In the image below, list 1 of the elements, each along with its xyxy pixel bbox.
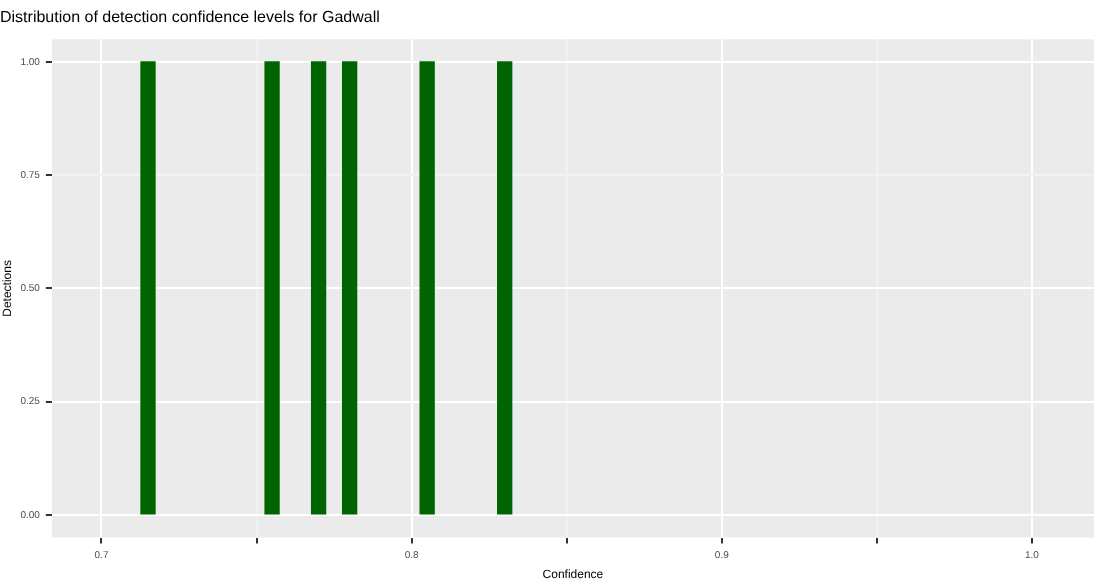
chart-title: Distribution of detection confidence levels for Gadwall	[0, 8, 381, 27]
